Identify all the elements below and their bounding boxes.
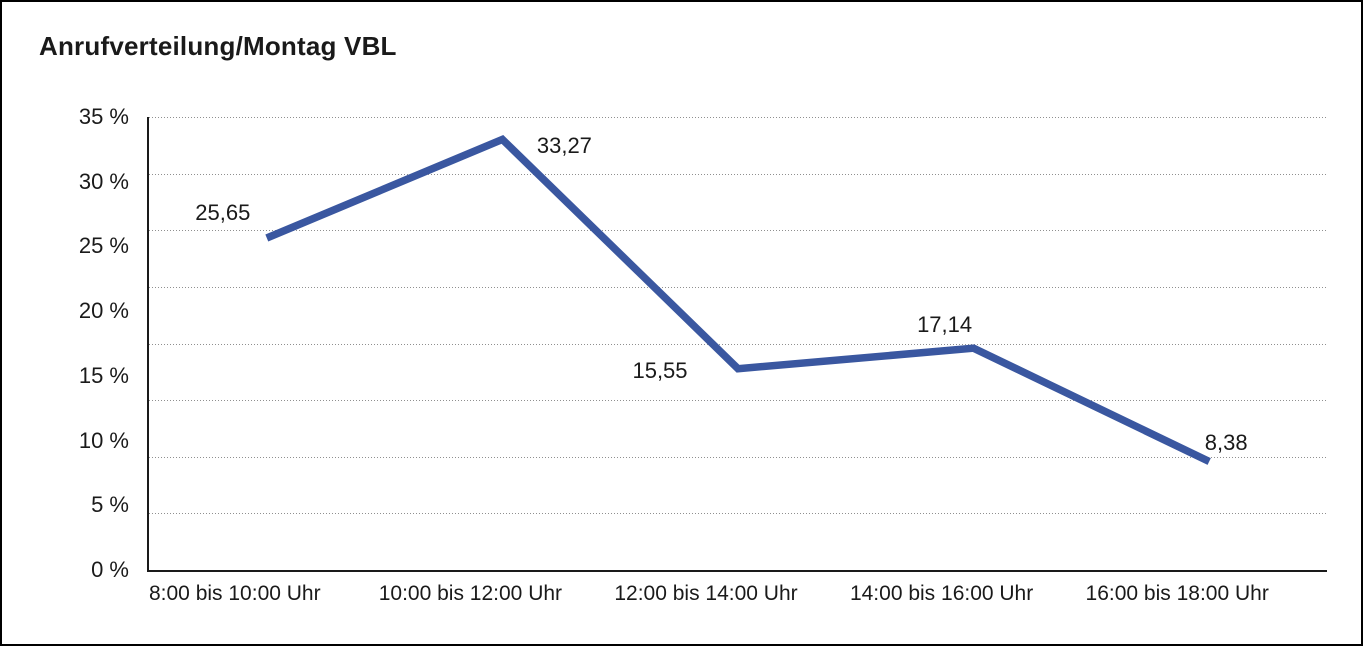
y-tick-label: 15 % [78,362,129,388]
y-tick-label: 10 % [78,427,129,453]
x-tick-label: 8:00 bis 10:00 Uhr [148,582,321,605]
x-axis: 8:00 bis 10:00 Uhr 10:00 bis 12:00 Uhr 1… [147,581,1325,613]
gridline [149,343,1327,345]
gridline [149,513,1327,515]
y-tick-label: 5 % [91,492,129,518]
data-label: 15,55 [632,357,688,383]
x-tick-label: 16:00 bis 18:00 Uhr [1085,582,1269,605]
series-polyline [265,134,1211,465]
gridline [149,456,1327,458]
gridline [149,117,1327,118]
data-label: 17,14 [917,312,973,338]
data-label: 33,27 [536,133,592,159]
chart-title: Anrufverteilung/Montag VBL [39,31,397,61]
plot-area: 25,65 33,27 15,55 17,14 8,38 [147,117,1327,572]
gridline [149,173,1327,175]
gridline [149,230,1327,232]
data-label: 8,38 [1204,429,1248,455]
line-series [265,134,1211,465]
y-tick-label: 35 % [78,103,129,129]
gridline [149,400,1327,402]
y-tick-label: 0 % [91,556,129,582]
data-label: 25,65 [195,199,251,225]
y-tick-label: 30 % [78,168,129,194]
x-tick-label: 12:00 bis 14:00 Uhr [614,582,798,605]
gridline [149,286,1327,288]
x-tick-label: 10:00 bis 12:00 Uhr [378,582,563,605]
x-tick-label: 14:00 bis 16:00 Uhr [849,582,1034,605]
y-axis: 35 % 30 % 25 % 20 % 15 % 10 % 5 % 0 % [2,104,129,581]
y-tick-label: 20 % [78,298,129,324]
y-tick-label: 25 % [78,233,129,259]
